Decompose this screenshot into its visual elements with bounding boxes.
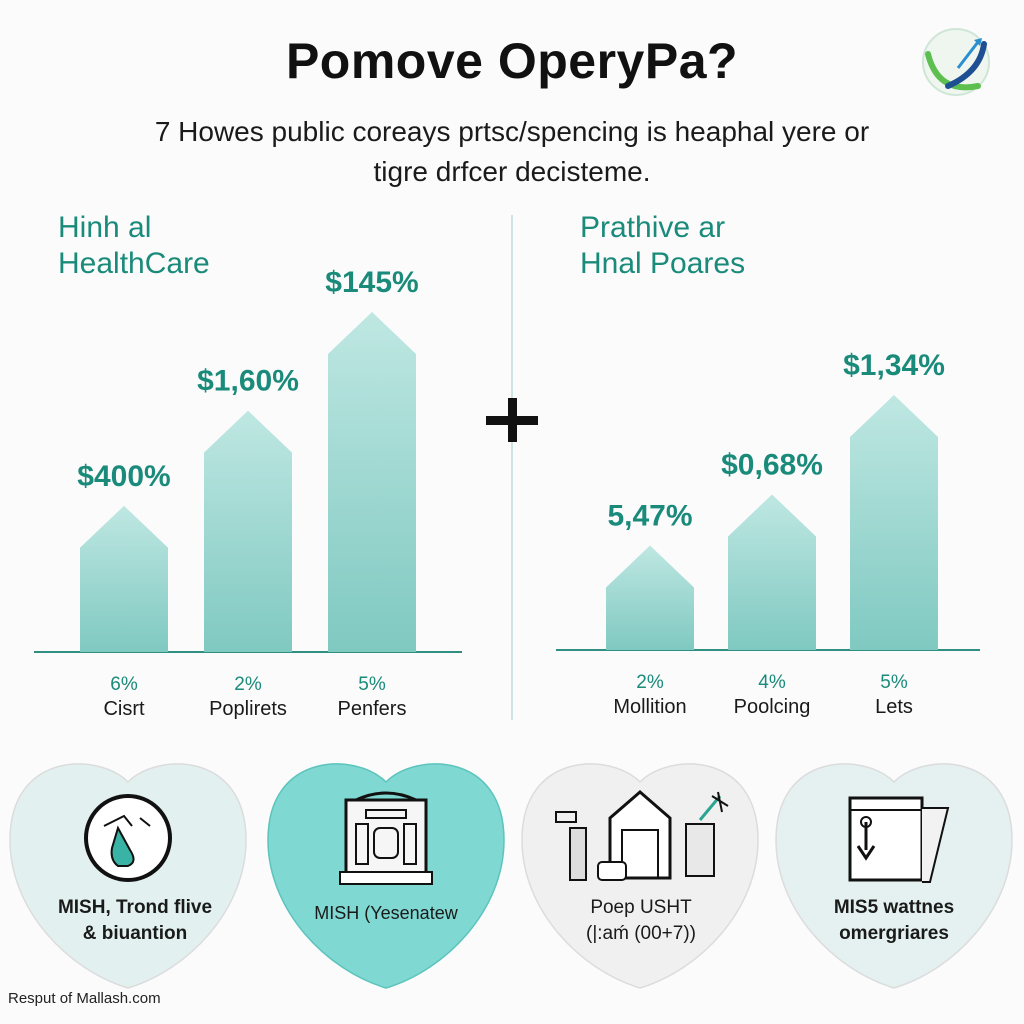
right-bar-2 (728, 494, 816, 650)
card-3-text: Poep USHT (|:aḿ (00+7)) (520, 895, 762, 947)
card-2-line-1: MISH (Yesenatew (314, 903, 458, 923)
left-bar-3 (328, 312, 416, 652)
card-1-text: MISH, Trond flive & biuantion (20, 895, 250, 947)
subtitle-line-1: 7 Howes public coreays prtsc/spencing is… (154, 116, 870, 147)
right-bar-3-percent-label: 5% (880, 672, 908, 693)
globe-logo-icon (922, 28, 990, 96)
right-chart-title-line-2: Hnal Poares (580, 247, 746, 280)
right-bar-1-percent-label: 2% (636, 672, 664, 693)
hand-icon (84, 794, 172, 882)
right-bar-1-value-label: 5,47% (607, 499, 692, 532)
building-icon (339, 791, 433, 885)
right-bar-1 (606, 545, 694, 650)
left-bar-1-value-label: $400% (77, 460, 170, 493)
document-icon (848, 796, 950, 883)
left-chart-title-line-2: HealthCare (58, 247, 210, 280)
left-bar-1-percent-label: 6% (110, 674, 138, 695)
card-4-line-2: omergriares (839, 923, 949, 944)
house-tools-icon (555, 790, 729, 881)
left-bar-3-category-label: Penfers (338, 698, 407, 720)
page-title: Pomove OperyPa? (285, 33, 739, 89)
left-bar-2-value-label: $1,60% (197, 365, 299, 398)
subtitle-line-2: tigre drfcer decisteme. (373, 156, 651, 187)
left-bar-2 (204, 410, 292, 652)
left-bar-2-category-label: Poplirets (209, 698, 287, 720)
plus-icon (486, 398, 538, 442)
right-bar-3-value-label: $1,34% (843, 349, 945, 382)
right-chart-title: Prathive ar Hnal Poares (580, 210, 745, 282)
chart-divider (511, 215, 513, 720)
left-bar-1 (80, 505, 168, 652)
left-chart-title: Hinh al HealthCare (58, 210, 210, 282)
left-bar-2-percent-label: 2% (234, 674, 262, 695)
right-bar-2-percent-label: 4% (758, 672, 786, 693)
right-bar-2-category-label: Poolcing (734, 696, 811, 718)
card-1-line-2: & biuantion (82, 923, 188, 944)
left-bar-3-percent-label: 5% (358, 674, 386, 695)
source-credit: Resput of Mallash.com (8, 990, 161, 1007)
right-bar-3-category-label: Lets (875, 696, 913, 718)
card-4-line-1: MIS5 wattnes (833, 897, 955, 918)
card-3-line-2: (|:aḿ (00+7)) (586, 923, 696, 944)
card-4-text: MIS5 wattnes omergriares (776, 895, 1012, 947)
left-bar-1-category-label: Cisrt (103, 698, 145, 720)
subtitle: 7 Howes public coreays prtsc/spencing is… (110, 112, 914, 192)
left-bar-3-value-label: $145% (325, 266, 418, 299)
card-2-text: MISH (Yesenatew (270, 900, 502, 926)
card-1-line-1: MISH, Trond flive (57, 897, 213, 918)
card-3-line-1: Poep USHT (590, 897, 692, 918)
right-chart-title-line-1: Prathive ar (580, 211, 726, 244)
left-chart-title-line-1: Hinh al (58, 211, 152, 244)
right-bar-1-category-label: Mollition (613, 696, 686, 718)
right-bar-3 (850, 395, 938, 650)
right-bar-2-value-label: $0,68% (721, 448, 823, 481)
